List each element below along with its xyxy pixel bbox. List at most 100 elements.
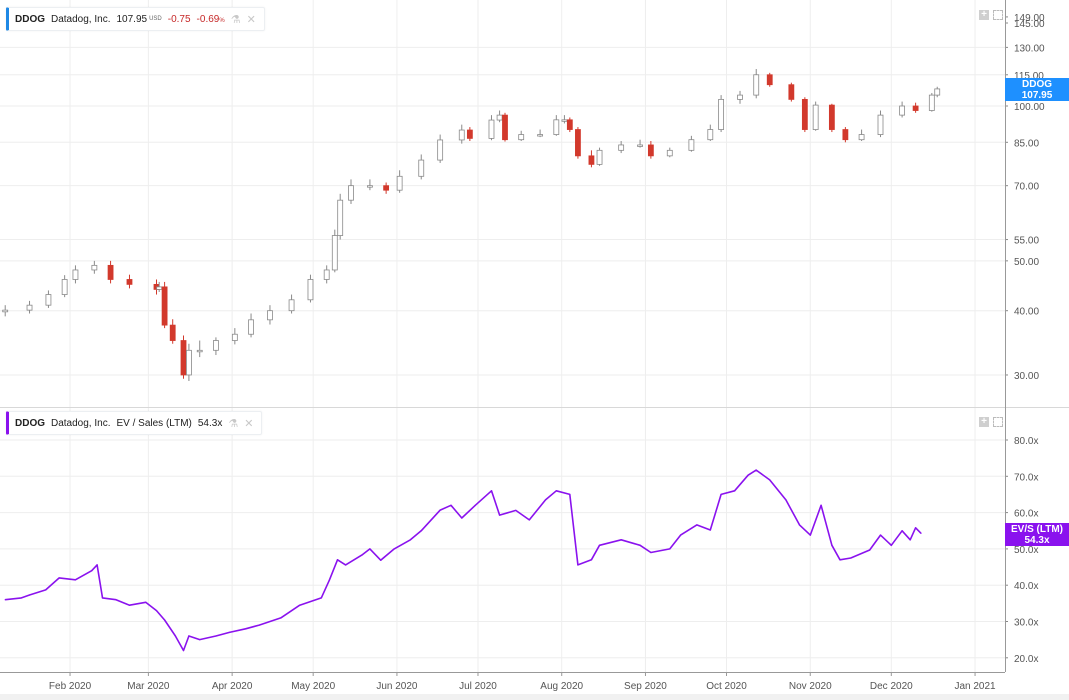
ev-data-point [915,527,917,529]
ev-data-point [890,544,892,546]
candle-up [267,310,273,321]
x-axis-tick-label: Dec 2020 [870,681,913,692]
candle-up [186,349,192,376]
ev-axis-value: 54.3x [1024,535,1050,546]
change-pct-value: -0.69 [196,13,220,25]
ev-data-point [215,635,217,637]
candle-up [348,185,354,201]
candle-up [488,119,495,139]
ev-data-point [336,559,339,561]
x-axis-tick-label: Apr 2020 [212,681,253,692]
ev-data-point [498,514,501,516]
candle-down [566,119,573,130]
ev-data-point [228,631,231,633]
candle-up [899,105,906,116]
flask-icon[interactable]: ⚗ [230,13,241,26]
x-axis-tick-label: Jun 2020 [376,681,418,692]
ev-data-point [4,599,6,601]
x-axis-tick-label: Mar 2020 [127,681,170,692]
price-axis-tick-label: 115.00 [1014,71,1044,82]
ev-data-point [901,530,903,532]
ev-data-point [245,628,247,630]
ev-data-point [544,499,547,501]
candle-up [518,134,525,141]
legend-change: -0.75 [167,13,191,25]
ev-data-point [515,509,517,512]
ev-data-point [74,579,77,581]
candle-up [707,129,714,141]
candle-up [337,199,344,236]
add-pane-button[interactable]: + [979,10,989,20]
ev-data-point [755,469,757,471]
ev-data-point [590,559,593,561]
ev-data-point [650,551,652,554]
x-axis-tick-label: Aug 2020 [540,681,583,692]
ev-data-point [280,617,282,619]
price-axis-tick-label: 145.00 [1014,19,1045,30]
candle-up [928,94,935,111]
maximize-pane-button[interactable] [993,417,1003,427]
legend-symbol: DDOG [15,417,45,429]
candle-up [877,114,884,135]
candle-down [169,324,176,341]
ev-legend: DDOG Datadog, Inc. EV / Sales (LTM) 54.3… [6,411,263,435]
candle-down [180,340,187,376]
price-axis-tick-label: 30.00 [1014,371,1039,382]
price-axis-tick-label: 40.00 [1014,307,1039,318]
ev-data-point [720,493,722,496]
ev-data-point [831,544,833,546]
candle-down [788,84,795,100]
ev-data-point [850,557,852,559]
candle-up [367,185,373,188]
ev-axis-tick-label: 70.0x [1014,472,1038,483]
candle-up [858,134,865,141]
candle-up [618,144,625,151]
ev-data-point [474,504,476,506]
legend-currency: USD [149,16,162,22]
maximize-pane-button[interactable] [993,10,1003,20]
ev-axis-tick-label: 50.0x [1014,545,1038,556]
ev-data-point [696,524,698,526]
ev-data-point [879,534,882,536]
pct-sign: % [219,17,225,24]
price-axis-tick-label: 100.00 [1014,102,1045,113]
ev-data-point [174,635,177,637]
ev-data-point [328,579,330,581]
price-axis-value: 107.95 [1021,90,1053,101]
candle-down [842,129,849,141]
candle-up [812,104,819,130]
close-icon[interactable]: ✕ [244,417,254,430]
candle-up [307,279,314,301]
candle-down [588,155,595,165]
ev-data-point [569,493,571,496]
ev-data-point [20,597,23,599]
close-icon[interactable]: ✕ [246,13,256,26]
ev-data-point [163,619,166,621]
ev-data-point [91,570,93,572]
ev-data-point [182,649,185,652]
ev-data-point [577,564,579,566]
ev-axis-tick-label: 60.0x [1014,509,1038,520]
candle-up [396,175,403,191]
x-axis-tick-label: Oct 2020 [706,681,747,692]
ev-data-point [28,594,31,596]
candle-up [666,149,673,157]
candle-up [91,264,98,271]
ev-data-point [528,519,530,521]
ev-data-point [785,499,787,501]
candle-up [934,88,941,96]
price-axis-tick-label: 55.00 [1014,236,1039,247]
ev-data-point [258,624,260,626]
price-axis-tick-label: 149.00 [1014,13,1045,24]
add-pane-button[interactable]: + [979,417,989,427]
candle-up [737,94,743,100]
price-axis-tick-label: 130.00 [1014,43,1045,54]
ev-data-point [450,504,452,506]
candle-down [801,98,808,130]
x-axis-tick-label: Jul 2020 [459,681,497,692]
candle-up [72,269,79,280]
flask-icon[interactable]: ⚗ [228,417,239,430]
ev-data-point [869,549,871,551]
legend-company-name: Datadog, Inc. [51,417,111,429]
